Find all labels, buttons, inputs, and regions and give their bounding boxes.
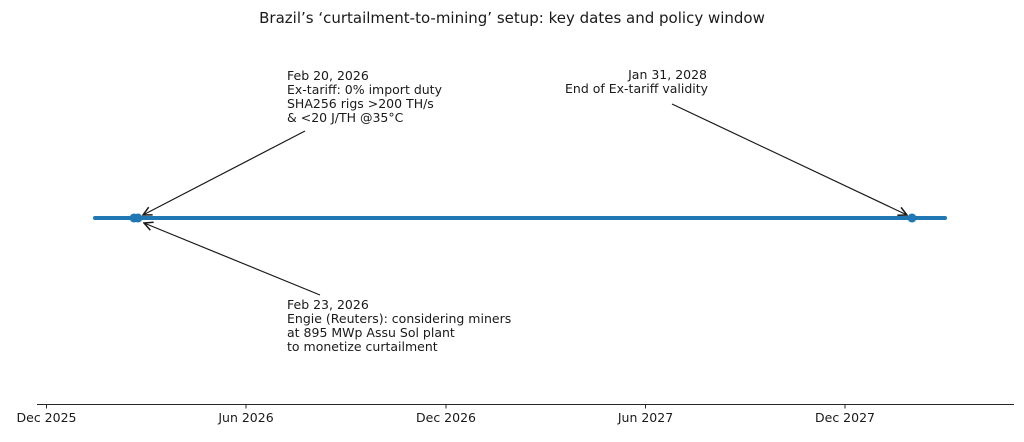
x-tick-label-jun-2026: Jun 2026	[218, 410, 274, 425]
annotation-jan-31-2028: Jan 31, 2028 End of Ex-tariff validity	[565, 67, 709, 96]
x-tick-label-dec-2026: Dec 2026	[416, 410, 476, 425]
annotation-arrow-jan-31-2028	[671, 103, 907, 215]
annotation-line: SHA256 rigs >200 TH/s	[287, 95, 434, 111]
chart-title: Brazil’s ‘curtailment-to-mining’ setup: …	[259, 9, 765, 27]
annotation-line: End of Ex-tariff validity	[565, 80, 709, 96]
event-dot-feb-23-2026	[133, 213, 143, 223]
annotation-line: at 895 MWp Assu Sol plant	[287, 324, 455, 340]
annotation-feb-23-2026: Feb 23, 2026 Engie (Reuters): considerin…	[287, 298, 511, 354]
annotation-line: & <20 J/TH @35°C	[287, 109, 404, 125]
annotation-date: Feb 20, 2026	[287, 68, 369, 83]
event-dot-jan-31-2028	[907, 213, 917, 223]
annotation-line: Engie (Reuters): considering miners	[287, 310, 512, 326]
x-tick-label-dec-2027: Dec 2027	[815, 410, 875, 425]
annotation-arrow-feb-23-2026	[144, 223, 321, 296]
annotation-arrow-feb-20-2026	[143, 130, 306, 215]
x-tick-label-dec-2025: Dec 2025	[16, 410, 77, 425]
annotation-line: to monetize curtailment	[287, 338, 438, 354]
annotation-feb-20-2026: Feb 20, 2026 Ex-tariff: 0% import duty S…	[287, 69, 442, 125]
x-tick-label-jun-2027: Jun 2027	[617, 410, 674, 425]
annotation-date: Feb 23, 2026	[287, 297, 369, 312]
annotation-line: Ex-tariff: 0% import duty	[287, 81, 442, 97]
annotation-date: Jan 31, 2028	[628, 67, 707, 82]
